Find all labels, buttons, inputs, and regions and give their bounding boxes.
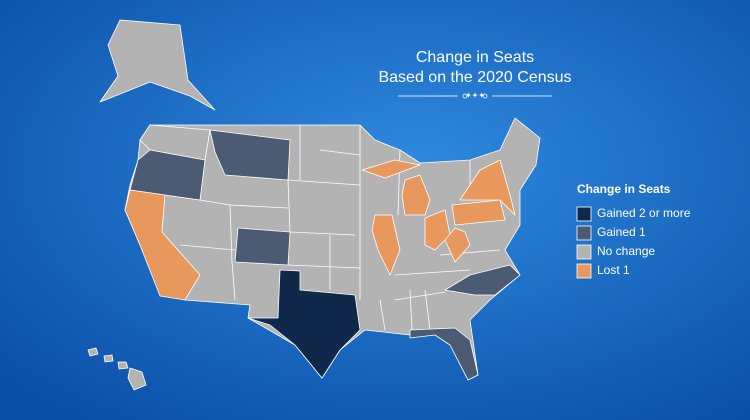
state — [459, 159, 516, 216]
title-line: Based on the 2020 Census — [378, 69, 571, 86]
legend-swatch — [576, 225, 592, 241]
state — [409, 327, 479, 381]
legend: Change in Seats Gained 2 or more Gained 1… — [576, 182, 691, 279]
state — [124, 189, 201, 301]
legend-swatch — [576, 244, 592, 260]
legend-label: Lost 1 — [597, 263, 630, 277]
state — [103, 354, 114, 363]
state — [424, 209, 451, 251]
map — [87, 19, 541, 391]
hawaii — [87, 347, 147, 391]
state — [247, 269, 361, 379]
legend-swatch — [576, 263, 592, 279]
legend-label: Gained 2 or more — [597, 206, 691, 220]
state — [444, 264, 521, 296]
legend-swatch — [576, 206, 592, 222]
state — [209, 129, 291, 181]
state — [361, 159, 421, 179]
legend-label: Gained 1 — [597, 225, 646, 239]
title-line: Change in Seats — [416, 49, 534, 66]
state — [401, 174, 431, 216]
state — [99, 19, 216, 111]
legend-title: Change in Seats — [577, 182, 671, 196]
state — [87, 347, 99, 357]
state — [127, 367, 147, 391]
svg-text:✦✦✦: ✦✦✦ — [465, 91, 485, 100]
state — [371, 214, 401, 276]
state — [444, 227, 471, 263]
title-ornament: ✦✦✦ — [398, 91, 552, 100]
state — [234, 227, 291, 266]
legend-label: No change — [597, 244, 655, 258]
state — [117, 361, 129, 370]
state — [451, 199, 506, 226]
